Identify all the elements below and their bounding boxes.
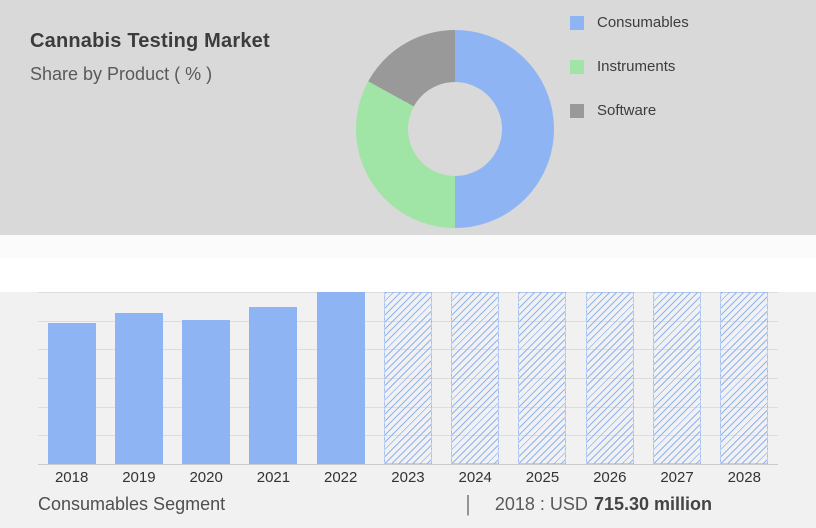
bar-2022	[316, 292, 365, 464]
donut-chart	[356, 30, 554, 228]
x-axis-label-2020: 2020	[189, 469, 223, 486]
legend-item-instruments: Instruments	[570, 58, 689, 75]
stat-prefix: 2018 : USD	[494, 494, 588, 514]
bar-column-2023	[374, 292, 441, 464]
legend-label: Consumables	[597, 14, 689, 31]
forecast-bar-2024	[451, 292, 500, 464]
forecast-bar-2027	[653, 292, 702, 464]
forecast-bar-2023	[383, 292, 432, 464]
bar-column-2019	[105, 292, 172, 464]
x-axis-label-2021: 2021	[256, 469, 291, 486]
bar-column-2018	[38, 292, 105, 464]
section-divider	[0, 235, 816, 258]
bar-column-2022	[307, 292, 374, 464]
legend-swatch-icon	[570, 15, 584, 30]
forecast-bar-2026	[585, 292, 634, 464]
x-axis-label-2018: 2018	[54, 469, 89, 486]
chart-footer: Consumables Segment | 2018 : USD 715.30 …	[38, 490, 778, 516]
legend: Consumables Instruments Software	[570, 14, 689, 146]
x-axis-label-2028: 2028	[727, 469, 761, 486]
bar-2019	[114, 312, 163, 464]
x-axis-label-2023: 2023	[391, 469, 425, 486]
bar-column-2021	[240, 292, 307, 464]
legend-label: Software	[597, 102, 657, 119]
legend-swatch-icon	[570, 59, 584, 74]
gridline	[38, 464, 778, 465]
bar-column-2024	[442, 292, 509, 464]
legend-label: Instruments	[597, 58, 676, 75]
legend-item-software: Software	[570, 102, 689, 119]
x-axis-labels: 2018 2019 2020 2021 2022 2023 2024 2025 2026 2027…	[38, 469, 778, 486]
forecast-bar-2025	[518, 292, 567, 464]
bars	[38, 292, 778, 464]
title-block: Cannabis Testing Market Share by Product…	[30, 30, 270, 85]
forecast-bar-2028	[720, 292, 769, 464]
x-axis-label-2026: 2026	[593, 469, 627, 486]
bar-column-2028	[711, 292, 778, 464]
legend-swatch-icon	[570, 103, 584, 118]
stat-group: | 2018 : USD 715.30 million	[465, 490, 712, 516]
bar-column-2027	[643, 292, 710, 464]
x-axis-label-2019: 2019	[122, 469, 156, 486]
bar-column-2025	[509, 292, 576, 464]
stat-value: 715.30 million	[593, 494, 712, 514]
bar-chart-panel: 2018 2019 2020 2021 2022 2023 2024 2025 2026 2027…	[0, 292, 816, 528]
header-panel: Cannabis Testing Market Share by Product…	[0, 0, 816, 235]
legend-item-consumables: Consumables	[570, 14, 689, 31]
bar-column-2020	[173, 292, 240, 464]
x-axis-label-2024: 2024	[458, 469, 492, 486]
bar-2018	[47, 322, 96, 464]
x-axis-label-2027: 2027	[660, 469, 694, 486]
bar-2020	[182, 319, 231, 464]
bar-column-2026	[576, 292, 643, 464]
bar-chart-plot	[38, 292, 778, 465]
bar-2021	[249, 307, 298, 464]
separator: |	[465, 491, 471, 516]
page-title: Cannabis Testing Market	[30, 30, 270, 52]
page-subtitle: Share by Product ( % )	[30, 64, 213, 84]
segment-label: Consumables Segment	[38, 494, 226, 514]
x-axis-label-2025: 2025	[525, 469, 560, 486]
x-axis-label-2022: 2022	[324, 469, 358, 486]
